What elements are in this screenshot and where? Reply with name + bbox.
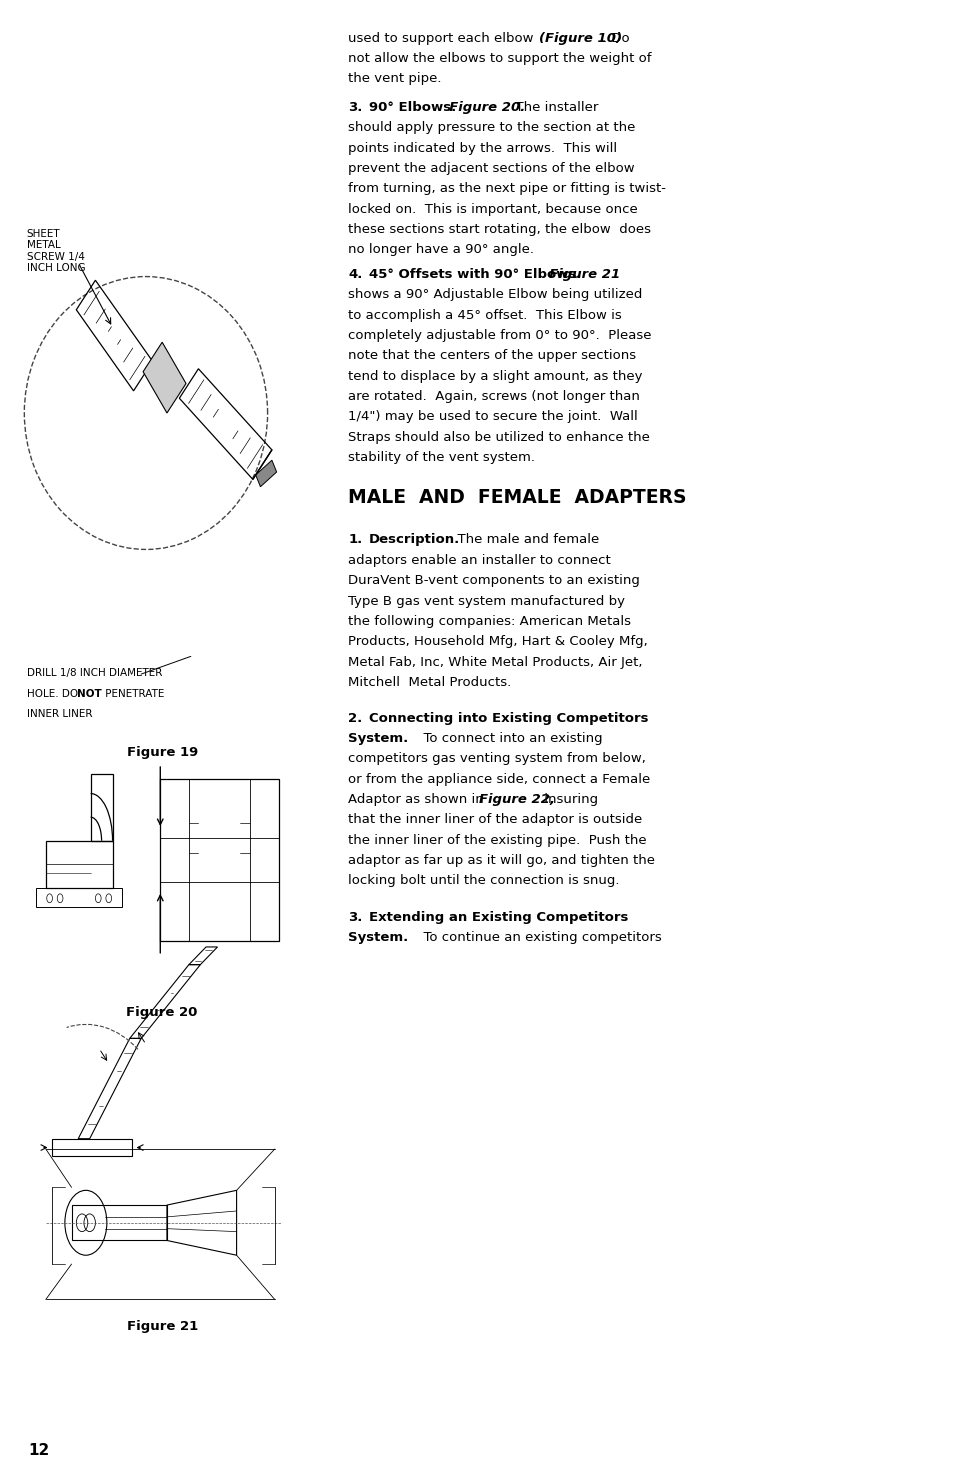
Text: NOT: NOT [77, 689, 102, 699]
Text: 1/4") may be used to secure the joint.  Wall: 1/4") may be used to secure the joint. W… [348, 410, 638, 423]
Text: tend to displace by a slight amount, as they: tend to displace by a slight amount, as … [348, 370, 642, 382]
Text: 3.: 3. [348, 912, 362, 923]
Text: SHEET
METAL
SCREW 1/4
INCH LONG: SHEET METAL SCREW 1/4 INCH LONG [27, 229, 85, 273]
Text: Connecting into Existing Competitors: Connecting into Existing Competitors [369, 711, 648, 724]
Text: Figure 20: Figure 20 [127, 1006, 197, 1019]
Text: 12: 12 [29, 1443, 50, 1457]
Text: INNER LINER: INNER LINER [27, 709, 92, 718]
Text: DuraVent B-vent components to an existing: DuraVent B-vent components to an existin… [348, 574, 639, 587]
Text: locking bolt until the connection is snug.: locking bolt until the connection is snu… [348, 875, 619, 888]
Text: 2.: 2. [348, 711, 362, 724]
Text: Straps should also be utilized to enhance the: Straps should also be utilized to enhanc… [348, 431, 649, 444]
Text: Figure 22,: Figure 22, [478, 794, 555, 805]
Text: Figure 21: Figure 21 [539, 268, 619, 280]
Text: Figure 20.: Figure 20. [439, 100, 524, 114]
Text: should apply pressure to the section at the: should apply pressure to the section at … [348, 121, 635, 134]
Text: not allow the elbows to support the weight of: not allow the elbows to support the weig… [348, 52, 651, 65]
Text: Extending an Existing Competitors: Extending an Existing Competitors [369, 912, 628, 923]
Text: 90° Elbows.: 90° Elbows. [369, 100, 456, 114]
Text: shows a 90° Adjustable Elbow being utilized: shows a 90° Adjustable Elbow being utili… [348, 288, 642, 301]
Text: these sections start rotating, the elbow  does: these sections start rotating, the elbow… [348, 223, 651, 236]
Text: Figure 21: Figure 21 [127, 1320, 197, 1333]
Text: competitors gas venting system from below,: competitors gas venting system from belo… [348, 752, 645, 766]
Text: System.: System. [348, 732, 408, 745]
Text: To connect into an existing: To connect into an existing [415, 732, 602, 745]
Text: stability of the vent system.: stability of the vent system. [348, 451, 535, 465]
Text: prevent the adjacent sections of the elbow: prevent the adjacent sections of the elb… [348, 162, 634, 176]
Text: PENETRATE: PENETRATE [102, 689, 164, 699]
Text: System.: System. [348, 931, 408, 944]
Text: adaptor as far up as it will go, and tighten the: adaptor as far up as it will go, and tig… [348, 854, 655, 867]
Text: that the inner liner of the adaptor is outside: that the inner liner of the adaptor is o… [348, 813, 641, 826]
Text: from turning, as the next pipe or fitting is twist-: from turning, as the next pipe or fittin… [348, 183, 665, 195]
Text: Metal Fab, Inc, White Metal Products, Air Jet,: Metal Fab, Inc, White Metal Products, Ai… [348, 655, 642, 668]
Text: completely adjustable from 0° to 90°.  Please: completely adjustable from 0° to 90°. Pl… [348, 329, 651, 342]
Text: MALE  AND  FEMALE  ADAPTERS: MALE AND FEMALE ADAPTERS [348, 488, 686, 507]
Text: note that the centers of the upper sections: note that the centers of the upper secti… [348, 350, 636, 363]
Text: Adaptor as shown in: Adaptor as shown in [348, 794, 488, 805]
Text: . Do: . Do [602, 31, 629, 44]
Text: the following companies: American Metals: the following companies: American Metals [348, 615, 631, 628]
Text: points indicated by the arrows.  This will: points indicated by the arrows. This wil… [348, 142, 617, 155]
Text: (Figure 10): (Figure 10) [538, 31, 621, 44]
Text: Type B gas vent system manufactured by: Type B gas vent system manufactured by [348, 594, 624, 608]
Text: are rotated.  Again, screws (not longer than: are rotated. Again, screws (not longer t… [348, 389, 639, 403]
Text: to accomplish a 45° offset.  This Elbow is: to accomplish a 45° offset. This Elbow i… [348, 308, 621, 322]
Text: 45° Offsets with 90° Elbows.: 45° Offsets with 90° Elbows. [369, 268, 581, 280]
Text: The installer: The installer [506, 100, 598, 114]
Polygon shape [255, 460, 276, 487]
Text: Figure 19: Figure 19 [127, 746, 197, 760]
Text: the inner liner of the existing pipe.  Push the: the inner liner of the existing pipe. Pu… [348, 833, 646, 847]
Text: 1.: 1. [348, 534, 362, 546]
Polygon shape [143, 342, 186, 413]
Text: or from the appliance side, connect a Female: or from the appliance side, connect a Fe… [348, 773, 650, 786]
Text: 4.: 4. [348, 268, 362, 280]
Text: HOLE. DO: HOLE. DO [27, 689, 81, 699]
Text: Description.: Description. [369, 534, 460, 546]
Text: locked on.  This is important, because once: locked on. This is important, because on… [348, 202, 638, 215]
Text: insuring: insuring [539, 794, 598, 805]
Text: The male and female: The male and female [449, 534, 598, 546]
Text: 3.: 3. [348, 100, 362, 114]
Text: no longer have a 90° angle.: no longer have a 90° angle. [348, 243, 534, 257]
Text: DRILL 1/8 INCH DIAMETER: DRILL 1/8 INCH DIAMETER [27, 668, 162, 679]
Text: the vent pipe.: the vent pipe. [348, 72, 441, 86]
Text: used to support each elbow: used to support each elbow [348, 31, 537, 44]
Text: adaptors enable an installer to connect: adaptors enable an installer to connect [348, 553, 610, 566]
Text: To continue an existing competitors: To continue an existing competitors [415, 931, 661, 944]
Text: Mitchell  Metal Products.: Mitchell Metal Products. [348, 676, 511, 689]
Text: Products, Household Mfg, Hart & Cooley Mfg,: Products, Household Mfg, Hart & Cooley M… [348, 636, 647, 648]
